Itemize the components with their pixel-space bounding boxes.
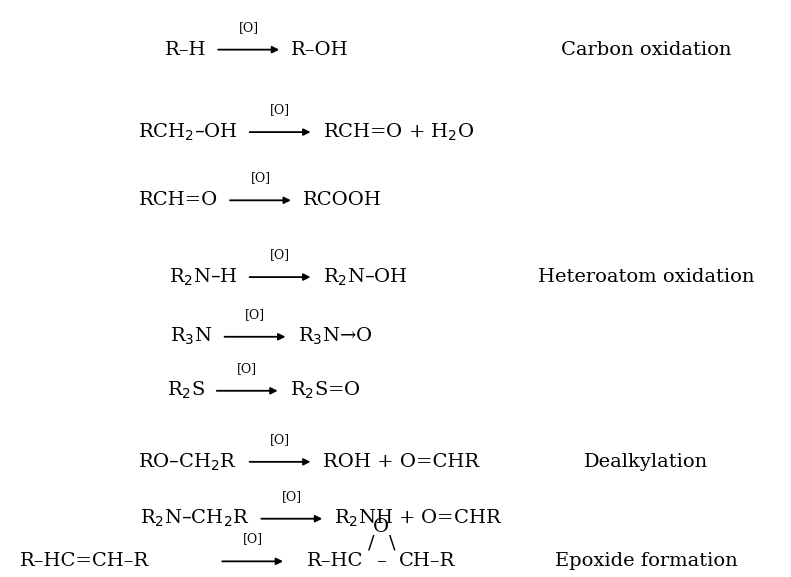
Text: \: \ bbox=[389, 534, 396, 552]
Text: R$_2$NH + O=CHR: R$_2$NH + O=CHR bbox=[335, 508, 503, 529]
Text: R$_2$S=O: R$_2$S=O bbox=[290, 380, 361, 402]
Text: [O]: [O] bbox=[270, 103, 290, 116]
Text: [O]: [O] bbox=[239, 21, 259, 33]
Text: RCH=O: RCH=O bbox=[138, 192, 218, 209]
Text: /: / bbox=[368, 534, 375, 552]
Text: [O]: [O] bbox=[270, 248, 290, 261]
Text: [O]: [O] bbox=[270, 433, 290, 446]
Text: R$_2$N–H: R$_2$N–H bbox=[168, 267, 237, 288]
Text: Carbon oxidation: Carbon oxidation bbox=[561, 40, 731, 59]
Text: R$_2$S: R$_2$S bbox=[167, 380, 205, 402]
Text: R$_3$N: R$_3$N bbox=[170, 326, 212, 347]
Text: R–OH: R–OH bbox=[291, 40, 349, 59]
Text: RCOOH: RCOOH bbox=[303, 192, 382, 209]
Text: RCH$_2$–OH: RCH$_2$–OH bbox=[138, 121, 237, 143]
Text: R$_3$N→O: R$_3$N→O bbox=[297, 326, 373, 347]
Text: RCH=O + H$_2$O: RCH=O + H$_2$O bbox=[323, 121, 474, 143]
Text: ROH + O=CHR: ROH + O=CHR bbox=[323, 453, 479, 471]
Text: RO–CH$_2$R: RO–CH$_2$R bbox=[138, 451, 237, 473]
Text: [O]: [O] bbox=[251, 171, 271, 185]
Text: [O]: [O] bbox=[243, 533, 263, 545]
Text: Epoxide formation: Epoxide formation bbox=[554, 552, 737, 570]
Text: O: O bbox=[373, 518, 389, 536]
Text: R$_2$N–OH: R$_2$N–OH bbox=[323, 267, 407, 288]
Text: [O]: [O] bbox=[282, 490, 302, 503]
Text: R–HC=CH–R: R–HC=CH–R bbox=[20, 552, 149, 570]
Text: [O]: [O] bbox=[245, 308, 265, 321]
Text: Dealkylation: Dealkylation bbox=[584, 453, 708, 471]
Text: R$_2$N–CH$_2$R: R$_2$N–CH$_2$R bbox=[140, 508, 249, 529]
Text: [O]: [O] bbox=[237, 362, 257, 375]
Text: R–H: R–H bbox=[165, 40, 206, 59]
Text: Heteroatom oxidation: Heteroatom oxidation bbox=[538, 268, 754, 286]
Text: CH–R: CH–R bbox=[399, 552, 455, 570]
Text: –: – bbox=[377, 552, 386, 570]
Text: R–HC: R–HC bbox=[307, 552, 363, 570]
